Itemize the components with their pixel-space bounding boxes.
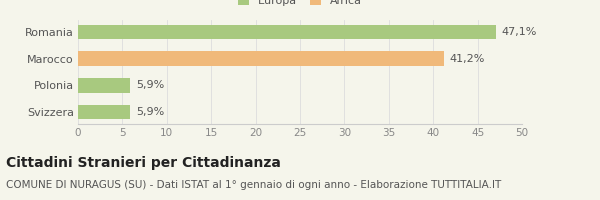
Bar bbox=[78, 105, 130, 119]
Text: 5,9%: 5,9% bbox=[136, 107, 164, 117]
Text: COMUNE DI NURAGUS (SU) - Dati ISTAT al 1° gennaio di ogni anno - Elaborazione TU: COMUNE DI NURAGUS (SU) - Dati ISTAT al 1… bbox=[6, 180, 501, 190]
Bar bbox=[78, 25, 496, 39]
Text: 47,1%: 47,1% bbox=[502, 27, 537, 37]
Bar bbox=[78, 51, 444, 66]
Text: 5,9%: 5,9% bbox=[136, 80, 164, 90]
Text: Cittadini Stranieri per Cittadinanza: Cittadini Stranieri per Cittadinanza bbox=[6, 156, 281, 170]
Text: 41,2%: 41,2% bbox=[449, 54, 485, 64]
Bar bbox=[78, 78, 130, 93]
Legend: Europa, Africa: Europa, Africa bbox=[238, 0, 362, 6]
